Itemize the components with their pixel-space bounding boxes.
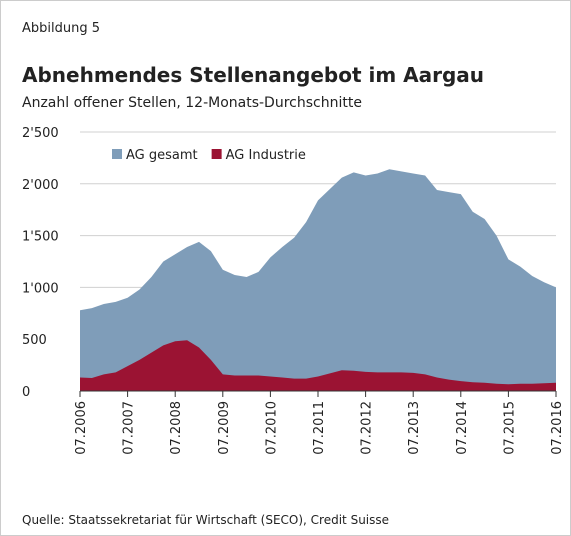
x-tick-label: 07.2016 [550, 401, 565, 455]
x-tick-label: 07.2006 [74, 401, 89, 455]
y-tick-label: 2'500 [22, 126, 59, 141]
x-tick-label: 07.2012 [360, 401, 375, 455]
y-tick-label: 1'500 [22, 230, 59, 245]
y-tick-label: 1'000 [22, 281, 59, 296]
area [80, 340, 556, 391]
x-tick-label: 07.2011 [312, 401, 327, 455]
legend-label: AG gesamt [126, 148, 198, 163]
x-tick-label: 07.2014 [455, 401, 470, 455]
x-tick-label: 07.2008 [169, 401, 184, 455]
legend-swatch [112, 149, 122, 159]
source: Quelle: Staatssekretariat für Wirtschaft… [22, 513, 389, 527]
figure-label: Abbildung 5 [22, 21, 100, 36]
y-tick-label: 2'000 [22, 178, 59, 193]
x-tick-label: 07.2013 [407, 401, 422, 455]
legend-swatch [211, 149, 222, 159]
area [80, 169, 556, 391]
chart-subtitle: Anzahl offener Stellen, 12-Monats-Durchs… [22, 95, 362, 111]
legend-label: AG Industrie [226, 148, 306, 163]
x-tick-label: 07.2009 [217, 401, 232, 455]
x-tick-label: 07.2007 [122, 401, 137, 455]
y-tick-label: 0 [22, 385, 30, 400]
chart-title: Abnehmendes Stellenangebot im Aargau [22, 63, 484, 87]
x-tick-label: 07.2010 [264, 401, 279, 455]
y-tick-label: 500 [22, 333, 47, 348]
x-tick-label: 07.2015 [502, 401, 517, 455]
